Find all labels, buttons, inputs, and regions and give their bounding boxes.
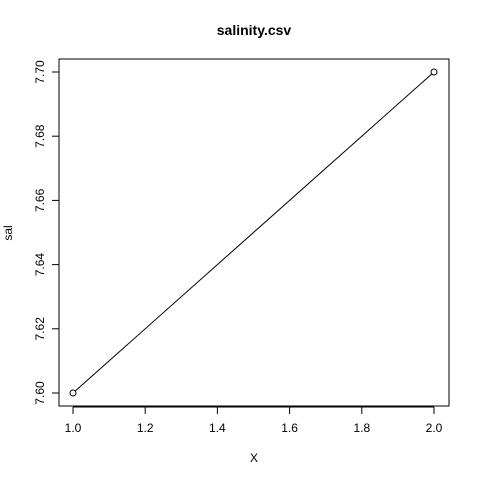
y-tick-label-5: 7.70 (33, 60, 47, 84)
y-axis-label: sal (1, 225, 15, 240)
y-tick-label-0: 7.60 (33, 381, 47, 405)
y-tick-label-4: 7.68 (33, 124, 47, 148)
x-tick-label-0: 1.0 (65, 421, 82, 435)
x-tick-label-4: 1.8 (353, 421, 370, 435)
y-tick-label-3: 7.66 (33, 188, 47, 212)
x-tick-label-2: 1.4 (209, 421, 226, 435)
chart-title: salinity.csv (217, 22, 292, 38)
x-tick-label-5: 2.0 (426, 421, 443, 435)
y-axis: 7.60 7.62 7.64 7.66 7.68 7.70 (33, 60, 60, 405)
x-axis-label: X (250, 451, 258, 465)
series-0-segment-0 (74, 73, 433, 392)
data-point-0 (69, 389, 77, 397)
series-group (69, 68, 438, 397)
x-tick-label-3: 1.6 (281, 421, 298, 435)
y-tick-label-2: 7.64 (33, 253, 47, 277)
x-axis: 1.0 1.2 1.4 1.6 1.8 2.0 (65, 406, 443, 435)
x-tick-label-1: 1.2 (137, 421, 154, 435)
data-point-1 (430, 68, 438, 76)
y-tick-label-1: 7.62 (33, 317, 47, 341)
